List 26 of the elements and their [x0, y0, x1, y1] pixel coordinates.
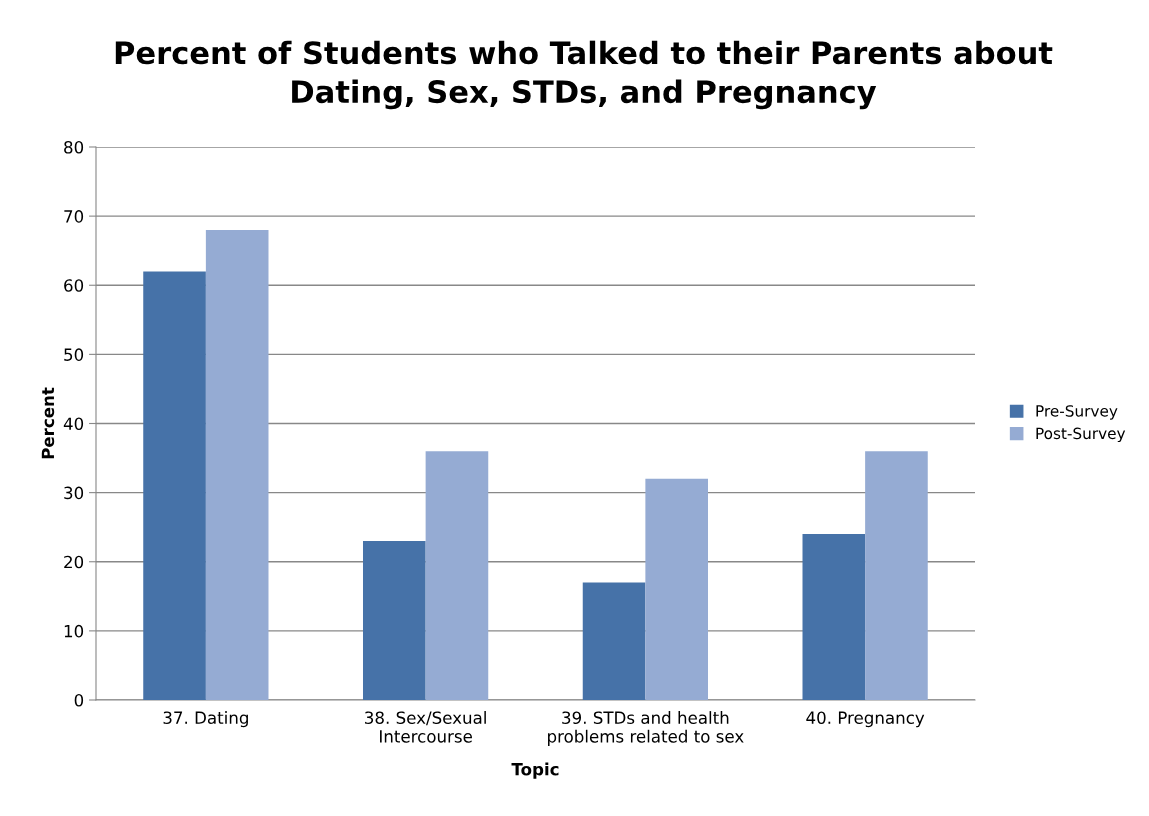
chart-title: Percent of Students who Talked to their Parents about Dating, Sex, STDs, and Pregnancy [115, 40, 1053, 110]
bar [802, 534, 866, 700]
x-axis-title: Topic [511, 762, 559, 779]
legend-label: Post-Survey [1036, 427, 1126, 443]
x-tick-label: 38. Sex/Sexual Intercourse [365, 711, 486, 743]
y-tick-label: 80 [64, 140, 84, 154]
y-tick-label: 40 [63, 417, 84, 431]
bar [205, 229, 269, 700]
y-tick-label: 20 [64, 555, 84, 569]
y-axis-title: Percent [41, 387, 55, 459]
y-tick-label: 70 [64, 210, 84, 223]
bar [582, 582, 646, 700]
legend-label: Pre-Survey [1036, 405, 1118, 420]
y-tick-label: 10 [64, 624, 84, 638]
x-tick-label: 39. STDs and health problems related to sex [548, 711, 744, 746]
bar [865, 451, 928, 700]
y-tick-label: 60 [64, 279, 84, 292]
y-tick-label: 30 [64, 486, 84, 500]
y-tick-label: 0 [74, 693, 84, 707]
bar [425, 451, 489, 700]
x-tick-label: 40. Pregnancy [806, 711, 925, 728]
bar [645, 478, 708, 700]
bar [363, 541, 426, 700]
x-tick-label: 37. Dating [163, 711, 248, 728]
y-tick-label: 50 [64, 348, 84, 361]
bar [143, 271, 206, 700]
